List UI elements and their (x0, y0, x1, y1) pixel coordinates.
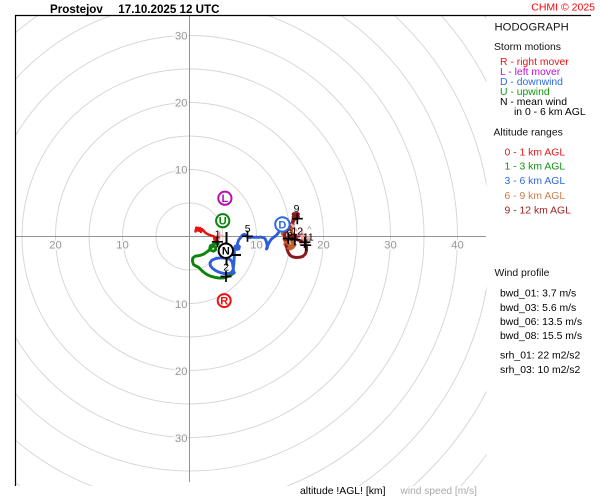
svg-text:srh_03: 10 m2/s2: srh_03: 10 m2/s2 (500, 365, 581, 376)
svg-text:CHMI © 2025: CHMI © 2025 (531, 2, 595, 14)
svg-text:10: 10 (250, 240, 262, 252)
svg-text:0 - 1 km AGL: 0 - 1 km AGL (505, 147, 566, 158)
svg-text:17.10.2025 12 UTC: 17.10.2025 12 UTC (118, 3, 220, 16)
svg-text:altitude !AGL! [km]: altitude !AGL! [km] (300, 486, 386, 497)
svg-text:3 - 6 km AGL: 3 - 6 km AGL (505, 176, 566, 187)
svg-text:6 - 9 km AGL: 6 - 9 km AGL (505, 191, 566, 202)
svg-text:20: 20 (49, 240, 61, 252)
svg-text:11: 11 (303, 231, 314, 243)
svg-text:10: 10 (116, 240, 128, 252)
svg-text:2: 2 (223, 262, 229, 274)
svg-text:20: 20 (317, 240, 329, 252)
svg-text:D - downwind: D - downwind (500, 77, 563, 88)
svg-text:30: 30 (175, 31, 187, 43)
svg-text:R: R (220, 296, 228, 308)
svg-text:L: L (222, 193, 229, 205)
svg-text:srh_01: 22 m2/s2: srh_01: 22 m2/s2 (500, 351, 581, 362)
svg-text:U: U (219, 216, 227, 228)
svg-text:D: D (278, 219, 286, 231)
svg-text:9 - 12 km AGL: 9 - 12 km AGL (505, 205, 572, 216)
svg-text:N: N (222, 246, 230, 258)
svg-text:40: 40 (451, 240, 463, 252)
svg-text:20: 20 (175, 366, 187, 378)
svg-text:5: 5 (245, 223, 251, 235)
svg-text:HODOGRAPH: HODOGRAPH (495, 22, 569, 34)
svg-text:^: ^ (307, 225, 312, 235)
svg-text:1: 1 (215, 228, 221, 240)
svg-text:20: 20 (175, 98, 187, 110)
svg-text:30: 30 (384, 240, 396, 252)
svg-text:U - upwind: U - upwind (500, 87, 550, 98)
svg-text:Wind profile: Wind profile (495, 268, 550, 279)
svg-text:1 - 3 km AGL: 1 - 3 km AGL (505, 162, 566, 173)
svg-text:10: 10 (175, 299, 187, 311)
svg-text:10: 10 (175, 165, 187, 177)
svg-text:bwd_06: 13.5 m/s: bwd_06: 13.5 m/s (500, 317, 582, 328)
svg-text:Prostejov: Prostejov (50, 3, 103, 16)
svg-text:wind speed [m/s]: wind speed [m/s] (400, 486, 478, 497)
svg-text:bwd_03: 5.6 m/s: bwd_03: 5.6 m/s (500, 303, 576, 314)
svg-text:6: 6 (287, 227, 293, 239)
svg-text:in 0 - 6 km AGL: in 0 - 6 km AGL (514, 107, 586, 118)
svg-text:N - mean wind: N - mean wind (500, 97, 567, 108)
svg-text:12: 12 (291, 226, 303, 238)
svg-text:R - right mover: R - right mover (500, 57, 569, 68)
svg-text:Storm motions: Storm motions (494, 42, 561, 53)
svg-text:bwd_01: 3.7 m/s: bwd_01: 3.7 m/s (500, 289, 576, 300)
svg-text:9: 9 (294, 203, 300, 215)
svg-text:Altitude ranges: Altitude ranges (494, 128, 563, 139)
svg-text:bwd_08: 15.5 m/s: bwd_08: 15.5 m/s (500, 331, 582, 342)
svg-text:L - left mover: L - left mover (500, 67, 561, 78)
svg-text:30: 30 (175, 433, 187, 445)
